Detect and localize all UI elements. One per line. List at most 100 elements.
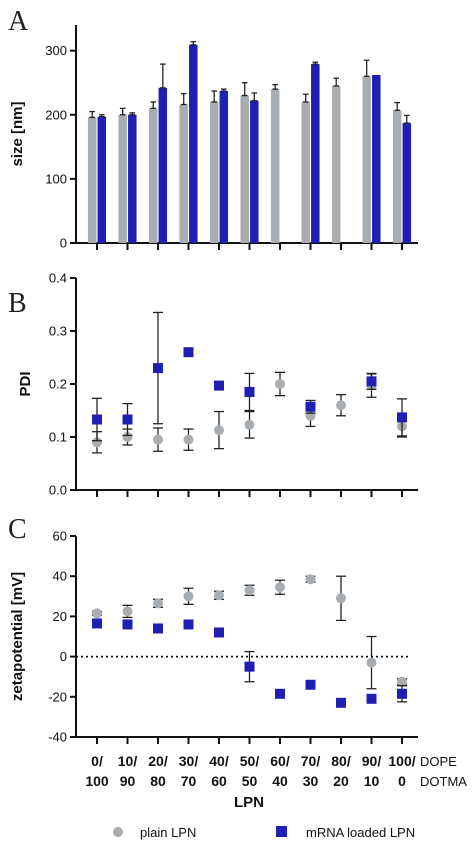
point-loaded-70/30 [305, 401, 316, 412]
category-label-top: 80/ [331, 753, 351, 769]
point-plain-0/100 [92, 437, 102, 448]
category-label-bottom: 20 [333, 773, 349, 789]
bar-plain-70/30 [301, 101, 310, 243]
category-label-bottom: 70 [181, 773, 197, 789]
point-plain-70/30 [305, 574, 316, 585]
bar-loaded-50/50 [250, 100, 259, 244]
bar-plain-80/20 [331, 85, 341, 243]
y-tick-label: 300 [45, 43, 67, 58]
row-label-dope: DOPE [420, 754, 457, 769]
category-label-top: 60/ [270, 753, 290, 769]
legend-plain-marker [113, 827, 123, 837]
point-plain-10/90 [122, 432, 133, 442]
point-plain-80/20 [336, 400, 346, 411]
category-label-bottom: 40 [272, 773, 288, 789]
y-tick-label: 0 [60, 649, 67, 664]
bar-plain-30/70 [179, 104, 188, 243]
panel-letter-a: A [8, 6, 29, 37]
point-loaded-20/80 [153, 363, 163, 374]
point-plain-100/0 [397, 676, 407, 687]
y-tick-label: 0.0 [49, 483, 67, 498]
point-plain-20/80 [153, 434, 163, 445]
point-plain-40/60 [214, 425, 224, 436]
bar-plain-90/10 [362, 76, 371, 243]
point-loaded-30/70 [183, 619, 194, 630]
category-label-bottom: 100 [85, 773, 109, 789]
point-loaded-90/10 [366, 693, 377, 704]
point-plain-20/80 [153, 598, 163, 609]
y-tick-label: 100 [45, 171, 67, 186]
y-tick-label: 20 [53, 609, 67, 624]
point-plain-90/10 [366, 657, 377, 668]
point-loaded-10/90 [122, 619, 133, 630]
lpn-ratio-axis: 0/10010/9020/8030/7040/6050/5060/4070/30… [85, 753, 467, 811]
point-plain-50/50 [244, 585, 255, 596]
bar-loaded-30/70 [189, 44, 198, 244]
point-loaded-0/100 [92, 618, 102, 629]
point-plain-50/50 [244, 419, 255, 430]
y-axis-title: PDI [17, 371, 34, 396]
category-label-bottom: 30 [303, 773, 319, 789]
point-plain-0/100 [92, 608, 102, 619]
point-plain-30/70 [183, 591, 194, 602]
category-label-bottom: 10 [364, 773, 380, 789]
category-label-top: 20/ [148, 753, 168, 769]
point-loaded-60/40 [275, 688, 285, 699]
bar-loaded-40/60 [219, 91, 229, 244]
row-label-dotma: DOTMA [420, 774, 467, 789]
y-tick-label: 0.4 [49, 271, 67, 286]
y-tick-label: -20 [48, 689, 67, 704]
category-label-bottom: 90 [120, 773, 136, 789]
category-label-top: 0/ [91, 753, 103, 769]
category-label-top: 40/ [209, 753, 229, 769]
category-label-top: 70/ [301, 753, 321, 769]
point-plain-60/40 [275, 582, 285, 593]
y-tick-label: 0 [60, 236, 67, 251]
zetapotential-scatter-chart: -40 -20 0 20 40 60 zetapotential [mV] [9, 529, 418, 745]
bar-loaded-100/0 [402, 123, 412, 243]
category-label-top: 50/ [240, 753, 260, 769]
category-label-bottom: 50 [242, 773, 258, 789]
point-loaded-80/20 [336, 697, 346, 708]
panel-letter-c: C [8, 514, 27, 545]
legend-plain-label: plain LPN [140, 825, 196, 840]
category-label-top: 30/ [179, 753, 199, 769]
point-loaded-40/60 [214, 627, 224, 638]
legend-loaded-label: mRNA loaded LPN [306, 825, 415, 840]
point-loaded-30/70 [183, 347, 194, 358]
y-tick-label: 40 [53, 569, 67, 584]
y-tick-label: -40 [48, 730, 67, 745]
panel-letter-b: B [8, 288, 27, 319]
category-label-bottom: 0 [398, 773, 406, 789]
pdi-scatter-chart: 0.0 0.1 0.2 0.3 0.4 PDI [17, 271, 418, 498]
bar-loaded-10/90 [128, 114, 137, 243]
bar-loaded-90/10 [372, 75, 381, 243]
bar-plain-100/0 [392, 110, 402, 243]
bar-plain-40/60 [209, 101, 219, 243]
x-axis-title: LPN [234, 794, 264, 811]
category-label-bottom: 60 [211, 773, 227, 789]
point-loaded-70/30 [305, 679, 316, 690]
category-label-bottom: 80 [150, 773, 166, 789]
category-label-top: 100/ [388, 753, 415, 769]
point-loaded-90/10 [366, 376, 377, 387]
point-loaded-50/50 [244, 386, 255, 397]
category-label-top: 10/ [118, 753, 138, 769]
legend-loaded-marker [276, 826, 287, 837]
point-plain-80/20 [336, 593, 346, 604]
y-tick-label: 0.3 [49, 324, 67, 339]
point-loaded-100/0 [397, 412, 407, 423]
category-label-top: 90/ [362, 753, 382, 769]
bar-loaded-70/30 [311, 64, 320, 244]
bar-loaded-20/80 [158, 87, 168, 243]
point-plain-60/40 [275, 379, 285, 389]
point-plain-40/60 [214, 590, 224, 601]
point-loaded-50/50 [244, 661, 255, 672]
y-tick-label: 0.2 [49, 377, 67, 392]
y-tick-label: 0.1 [49, 430, 67, 445]
y-tick-label: 200 [45, 107, 67, 122]
bar-plain-0/100 [87, 117, 97, 243]
size-bar-chart: 0 100 200 300 size [nm] [9, 25, 418, 251]
y-axis-title: zetapotential [mV] [9, 572, 26, 701]
